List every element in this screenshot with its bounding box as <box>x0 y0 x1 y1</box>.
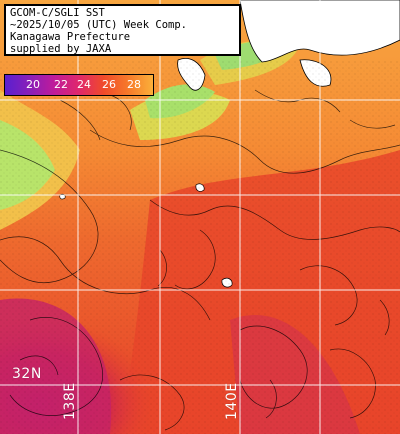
title-line-date: ~2025/10/05 (UTC) Week Comp. <box>10 19 188 31</box>
legend-tick-26: 26 <box>102 78 116 91</box>
color-legend: 20 22 24 26 28 <box>4 74 154 96</box>
legend-tick-22: 22 <box>54 78 68 91</box>
title-box: GCOM-C/SGLI SST ~2025/10/05 (UTC) Week C… <box>4 4 241 56</box>
legend-tick-20: 20 <box>26 78 40 91</box>
legend-tick-28: 28 <box>127 78 141 91</box>
title-line-product: GCOM-C/SGLI SST <box>10 7 105 19</box>
lat-label-32n: 32N <box>12 366 42 382</box>
legend-color-bar <box>5 75 153 95</box>
legend-tick-24: 24 <box>77 78 91 91</box>
lon-label-140e: 140E <box>224 382 240 420</box>
title-line-region: Kanagawa Prefecture <box>10 31 131 43</box>
title-line-source: supplied by JAXA <box>10 43 112 55</box>
texture-overlay <box>0 60 400 434</box>
lon-label-138e: 138E <box>62 382 78 420</box>
